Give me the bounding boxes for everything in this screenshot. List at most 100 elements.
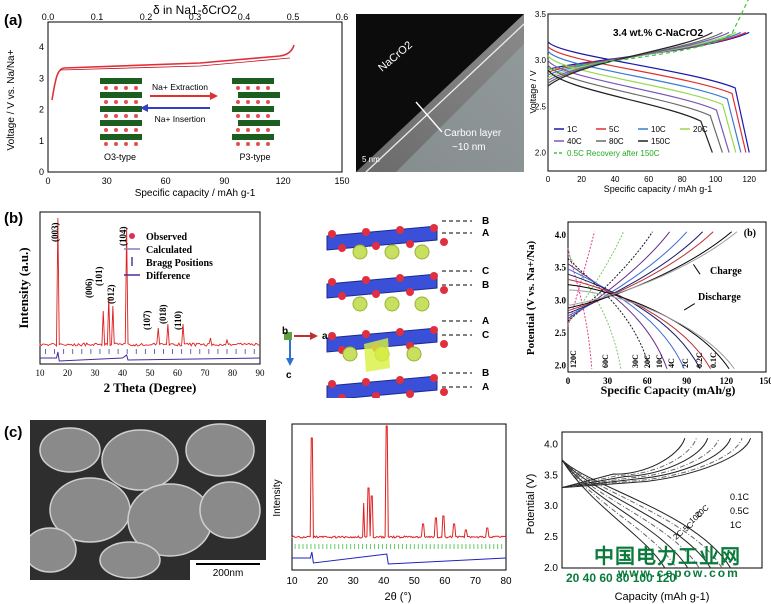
tem-image: NaCrO2 Carbon layer ~10 nm 5 nm	[356, 14, 524, 172]
rate-label: 0.1C	[709, 352, 718, 368]
charge-curve-plot: δ in Na1-δCrO2 0.0 0.1 0.2 0.3 0.4 0.5 0.6 0 30…	[0, 0, 350, 200]
x-tick-label: 30	[102, 176, 112, 186]
c-xrd-plot: 10 20 30 40 50 60 70 80 2θ (°) Intensity	[268, 418, 513, 604]
peak-label: (012)	[106, 285, 116, 305]
na-atom	[266, 142, 270, 146]
tem-thickness-label: ~10 nm	[452, 142, 486, 153]
rate-label: 30C	[631, 354, 640, 368]
layer	[232, 106, 274, 112]
oxygen-atom	[430, 224, 438, 232]
nao6-octahedron	[364, 338, 390, 372]
top-tick-label: 0.1	[91, 12, 104, 22]
layer	[100, 120, 142, 126]
y-tick-label: 2.0	[555, 360, 567, 370]
c-rate-y-label: Potential (V)	[525, 474, 537, 535]
legend-entry: Calculated	[146, 245, 193, 256]
na-atom	[124, 114, 128, 118]
na-atom	[236, 142, 240, 146]
oxygen-atom	[362, 330, 370, 338]
x-tick-label: 50	[146, 368, 156, 378]
x-tick-label: 40	[118, 368, 128, 378]
x-tick-label: 30	[348, 576, 360, 587]
layer	[232, 134, 274, 140]
stacking-label: B	[482, 216, 489, 227]
na-atom	[114, 114, 118, 118]
peak-label: (110)	[173, 311, 183, 330]
stacking-label: A	[482, 228, 489, 239]
layer	[238, 120, 280, 126]
oxygen-atom	[430, 374, 438, 382]
y-tick-label: 3.0	[535, 56, 547, 65]
axis-b-label: b	[282, 326, 288, 337]
na-atom	[114, 128, 118, 132]
legend-entry: 0.1C	[730, 492, 750, 502]
x-tick-label: 10	[36, 368, 46, 378]
oxygen-atom	[338, 244, 346, 252]
na-atom	[236, 128, 240, 132]
legend-entry: 0.5C Recovery after 150C	[567, 149, 660, 158]
charge-curve	[568, 232, 713, 311]
x-tick-label: 60	[161, 176, 171, 186]
sodium-atom	[415, 297, 429, 311]
oxygen-atom	[406, 288, 414, 296]
stacking-label: C	[482, 330, 489, 341]
layer	[232, 78, 274, 84]
crystal-structure: BACBACBA b a c	[272, 208, 517, 398]
y-tick-label: 2	[39, 105, 44, 115]
a-rate-x-label: Specific capacity / mAh g-1	[604, 184, 713, 194]
x-tick-label: 80	[500, 576, 512, 587]
oxygen-atom	[430, 272, 438, 280]
oxygen-atom	[406, 240, 414, 248]
y-tick-label: 3.5	[535, 10, 547, 19]
o3-structure-icon	[100, 78, 142, 146]
rate-label: 4C	[667, 358, 676, 368]
discharge-arrow	[684, 304, 695, 311]
y-tick-label: 3.0	[544, 501, 558, 512]
na-atom	[256, 100, 260, 104]
particle	[100, 542, 160, 578]
legend-entry: Observed	[146, 232, 188, 243]
y-tick-label: 3	[39, 73, 44, 83]
na-atom	[256, 128, 260, 132]
sodium-atom	[385, 297, 399, 311]
x-tick-label: 0	[546, 175, 551, 184]
x-tick-label: 60	[644, 175, 653, 184]
na-atom	[246, 142, 250, 146]
top-tick-label: 0.2	[140, 12, 153, 22]
oxygen-atom	[406, 390, 414, 398]
x-tick-label: 0	[566, 376, 571, 386]
y-tick-label: 3.5	[555, 263, 567, 273]
x-tick-label: 40	[378, 576, 390, 587]
legend-entry: 1C	[567, 125, 577, 134]
rate-label: 120C	[569, 350, 578, 368]
x-tick-label: 60	[173, 368, 183, 378]
y-tick-label: 2.0	[535, 149, 547, 158]
c-xrd-y-label: Intensity	[272, 479, 283, 516]
oxygen-atom	[396, 328, 404, 336]
x-tick-label: 10	[286, 576, 298, 587]
oxygen-atom	[396, 274, 404, 282]
tem-layer-label: Carbon layer	[444, 128, 502, 139]
particle	[200, 482, 260, 538]
stacking-label: C	[482, 266, 489, 277]
particle	[30, 528, 76, 572]
oxygen-atom	[440, 286, 448, 294]
x-tick-label: 90	[256, 368, 266, 378]
na-atom	[114, 86, 118, 90]
a-rate-y-label: Voltage / V	[530, 70, 538, 114]
na-atom	[104, 100, 108, 104]
top-tick-label: 0.0	[42, 12, 55, 22]
na-atom	[266, 86, 270, 90]
sodium-atom	[343, 347, 357, 361]
peak-label: (003)	[50, 223, 60, 243]
x-tick-label: 0	[45, 176, 50, 186]
charge-curve	[562, 438, 719, 487]
sem-scale-label: 200nm	[213, 568, 244, 579]
x-tick-label: 120	[276, 176, 291, 186]
legend-entry: 0.5C	[730, 506, 750, 516]
oxygen-atom	[372, 242, 380, 250]
na-atom	[246, 114, 250, 118]
oxygen-atom	[362, 378, 370, 386]
peak-label: (104)	[118, 227, 128, 247]
na-atom	[266, 100, 270, 104]
